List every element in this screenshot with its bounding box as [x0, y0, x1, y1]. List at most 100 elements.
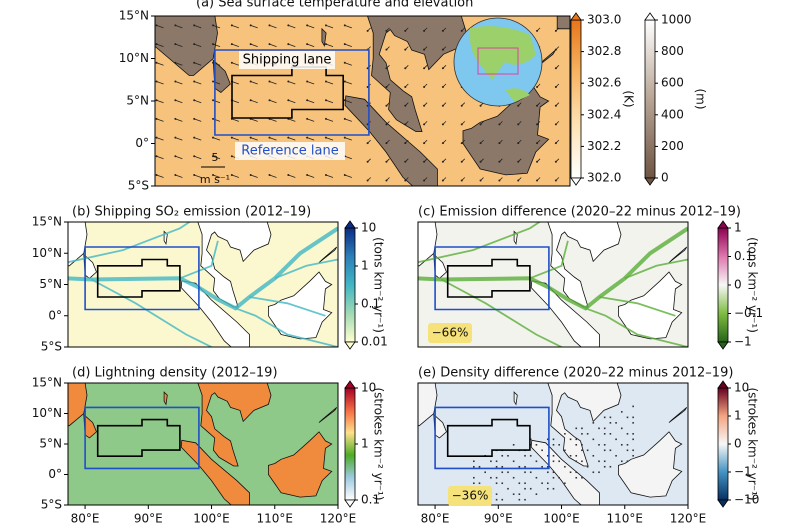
- wind-arrow: [269, 81, 277, 85]
- land: [267, 271, 333, 340]
- significance-dot: [632, 438, 634, 441]
- significance-dot: [507, 471, 509, 474]
- wind-arrowhead: [249, 136, 252, 139]
- significance-dot: [541, 482, 543, 485]
- wind-arrowhead: [423, 104, 426, 107]
- y-tick-label: 10°N: [119, 51, 149, 65]
- colorbar-tick-label: 0.1: [734, 249, 753, 263]
- shipping-route: [68, 226, 338, 311]
- wind-arrowhead: [343, 61, 346, 64]
- wind-arrowhead: [536, 104, 539, 107]
- wind-arrowhead: [212, 117, 215, 120]
- wind-arrow: [288, 118, 296, 122]
- wind-arrow: [344, 174, 352, 178]
- wind-arrow: [212, 43, 221, 47]
- colorbar-tick-label: 302.6: [587, 76, 621, 90]
- significance-dot: [626, 433, 629, 435]
- significance-dot: [529, 444, 532, 446]
- wind-arrowhead: [268, 43, 271, 46]
- wind-arrowhead: [517, 160, 520, 163]
- wind-arrowhead: [404, 86, 407, 88]
- wind-arrow: [344, 25, 352, 29]
- wind-arrow: [175, 25, 183, 29]
- wind-arrow: [175, 81, 183, 85]
- wind-arrow: [156, 99, 164, 104]
- land: [267, 431, 333, 498]
- significance-dot: [558, 444, 560, 446]
- significance-dot: [546, 482, 549, 485]
- wind-arrow: [250, 81, 258, 85]
- significance-dot: [535, 444, 538, 446]
- wind-arrow: [194, 62, 202, 66]
- wind-arrow: [325, 137, 334, 141]
- wind-arrow: [250, 118, 258, 122]
- significance-dot: [524, 471, 526, 474]
- wind-arrowhead: [536, 29, 539, 32]
- shipping-route: [624, 258, 688, 280]
- wind-arrow: [212, 174, 221, 178]
- significance-dot: [541, 449, 543, 452]
- colorbar-label: (K): [622, 90, 636, 107]
- wind-arrow: [288, 81, 296, 85]
- significance-dot: [632, 422, 634, 424]
- wind-arrow: [156, 43, 164, 47]
- wind-arrow: [269, 99, 277, 104]
- wind-arrowhead: [343, 24, 346, 27]
- annotation: −66%: [432, 326, 469, 340]
- wind-arrowhead: [324, 117, 327, 120]
- wind-arrowhead: [230, 155, 233, 158]
- significance-dot: [626, 460, 629, 463]
- wind-arrowhead: [287, 99, 290, 102]
- significance-dot: [512, 476, 515, 479]
- wind-arrow: [231, 25, 239, 29]
- wind-arrowhead: [423, 123, 426, 126]
- shipping-route: [90, 278, 214, 347]
- colorbar: [344, 227, 356, 343]
- shipping-route: [440, 278, 564, 347]
- wind-arrowhead: [324, 80, 327, 83]
- significance-dot: [581, 433, 583, 435]
- wind-arrowhead: [423, 67, 426, 70]
- wind-arrowhead: [193, 174, 196, 176]
- significance-dot: [609, 416, 612, 419]
- wind-arrowhead: [554, 29, 557, 32]
- significance-dot: [586, 433, 589, 435]
- wind-arrowhead: [536, 123, 539, 126]
- wind-arrowhead: [385, 160, 388, 163]
- wind-arrowhead: [193, 43, 196, 46]
- wind-arrow: [344, 155, 352, 160]
- wind-arrow: [325, 81, 334, 85]
- colorbar-extend: [344, 499, 356, 508]
- wind-arrow: [231, 118, 239, 122]
- wind-arrow: [307, 118, 315, 122]
- wind-arrowhead: [385, 179, 388, 182]
- wind-arrowhead: [498, 160, 501, 163]
- wind-arrowhead: [287, 24, 290, 27]
- wind-arrowhead: [155, 99, 158, 102]
- wind-arrow: [194, 155, 202, 160]
- wind-arrowhead: [155, 155, 158, 158]
- wind-arrowhead: [460, 104, 463, 107]
- colorbar-tick-label: 200: [661, 139, 684, 153]
- panel-title: (d) Lightning density (2012–19): [72, 366, 278, 381]
- colorbar-extend: [344, 220, 356, 229]
- wind-arrowhead: [268, 99, 271, 102]
- globe-box: [477, 47, 519, 75]
- colorbar-extend: [570, 12, 582, 21]
- wind-arrow: [269, 43, 277, 47]
- y-tick-label: 15°N: [119, 9, 149, 23]
- wind-arrowhead: [385, 123, 388, 126]
- panel-title: (a) Sea surface temperature and elevatio…: [196, 0, 473, 11]
- wind-arrowhead: [193, 136, 196, 139]
- wind-arrowhead: [404, 179, 407, 182]
- wind-arrowhead: [155, 117, 158, 120]
- wind-arrowhead: [498, 123, 501, 126]
- wind-arrow: [325, 43, 334, 47]
- colorbar-tick-label: 800: [661, 44, 684, 58]
- significance-dot: [552, 471, 555, 474]
- y-tick-label: 5°N: [126, 94, 149, 108]
- wind-arrow: [231, 62, 239, 66]
- wind-arrowhead: [268, 80, 271, 83]
- wind-arrowhead: [249, 43, 252, 46]
- significance-dot: [575, 427, 578, 430]
